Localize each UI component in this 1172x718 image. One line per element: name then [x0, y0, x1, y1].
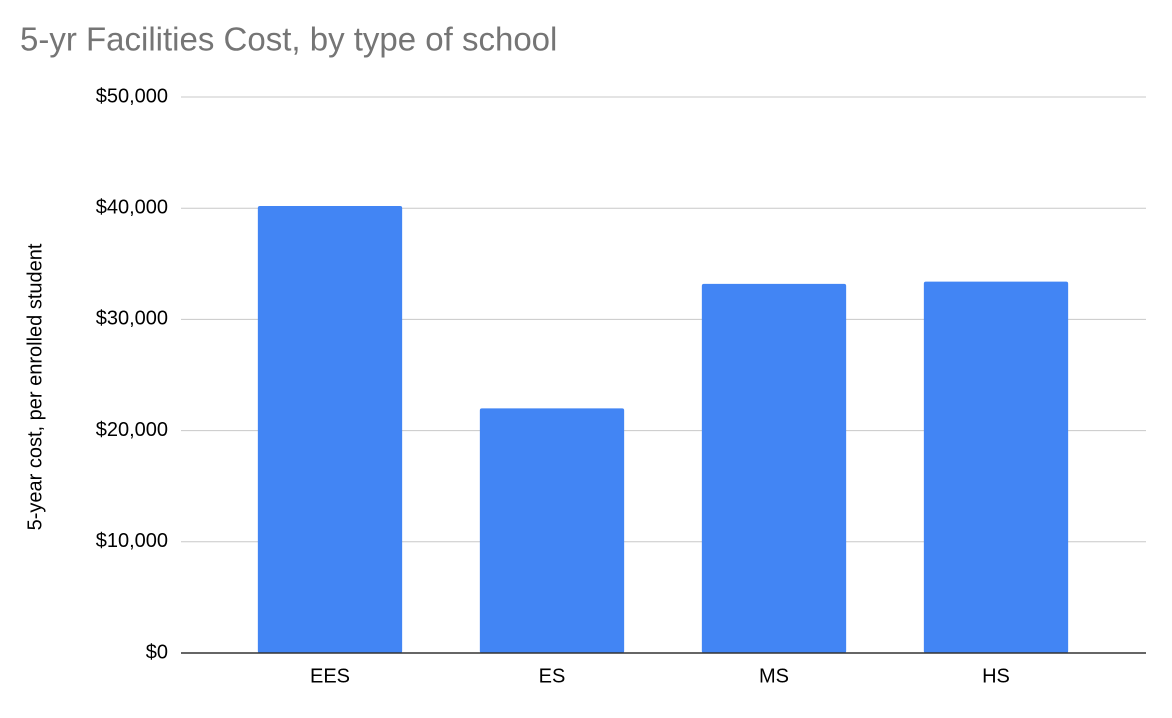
x-tick-label: MS — [759, 665, 789, 687]
bar — [923, 281, 1069, 653]
x-tick-label: EES — [310, 665, 350, 687]
bar — [701, 283, 847, 653]
y-tick-label: $40,000 — [96, 196, 168, 218]
bar — [257, 205, 403, 653]
y-tick-label: $20,000 — [96, 419, 168, 441]
x-tick-label: ES — [539, 665, 566, 687]
bar — [479, 408, 625, 653]
chart-title: 5-yr Facilities Cost, by type of school — [20, 21, 557, 58]
y-axis-label: 5-year cost, per enrolled student — [24, 243, 46, 530]
x-tick-label: HS — [982, 665, 1010, 687]
y-tick-label: $30,000 — [96, 308, 168, 330]
y-tick-label: $10,000 — [96, 530, 168, 552]
y-tick-label: $50,000 — [96, 85, 168, 107]
y-tick-label: $0 — [146, 641, 168, 663]
